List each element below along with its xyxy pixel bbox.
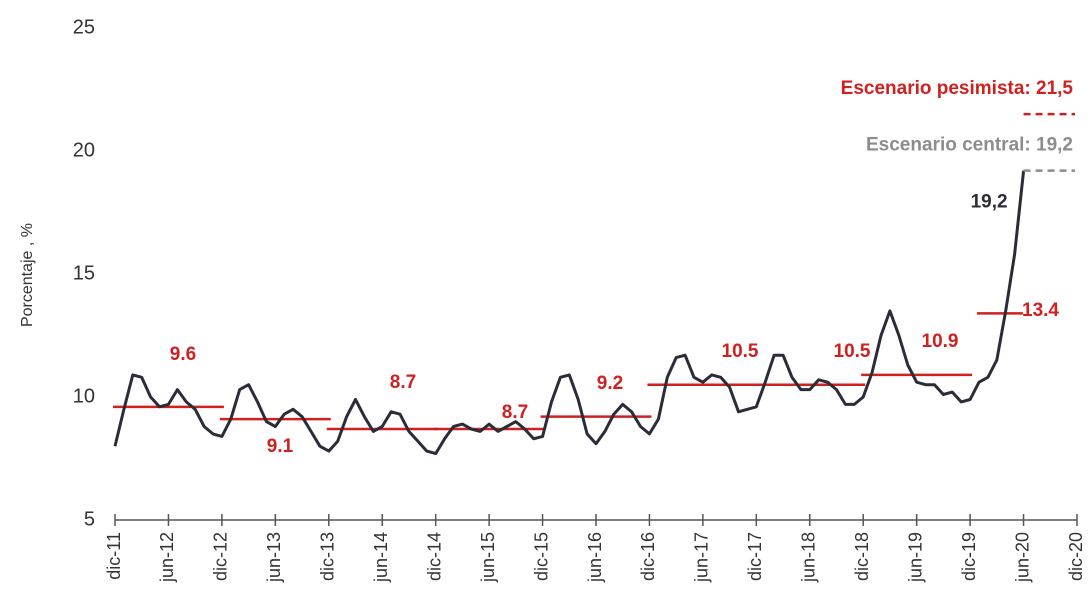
x-tick-label: jun-12 <box>157 532 177 583</box>
average-label: 9.1 <box>267 436 294 457</box>
average-label: 9.6 <box>170 344 196 365</box>
x-tick-label: dic-19 <box>959 532 979 581</box>
x-tick-label: jun-20 <box>1012 532 1032 583</box>
series-line <box>113 170 1026 456</box>
end-label: 19,2 <box>971 192 1008 213</box>
x-tick-label: dic-17 <box>745 532 765 581</box>
y-tick-label: 10 <box>73 385 95 407</box>
x-tick-label: dic-11 <box>104 532 124 580</box>
x-tick-label: jun-16 <box>585 532 605 583</box>
y-tick-label: 15 <box>73 262 95 284</box>
scenario-label: Escenario pesimista: 21,5 <box>841 78 1074 99</box>
x-tick-label: dic-18 <box>852 532 872 581</box>
x-tick-label: dic-12 <box>211 532 231 581</box>
average-label: 8.7 <box>390 372 416 393</box>
x-tick-label: dic-16 <box>638 532 658 581</box>
average-label: 10.9 <box>922 331 959 352</box>
average-label: 10.5 <box>834 341 871 362</box>
x-tick-label: jun-17 <box>692 532 712 583</box>
y-tick-label: 20 <box>73 139 95 161</box>
average-label: 13.4 <box>1022 300 1059 321</box>
y-axis-label: Porcentaje , % <box>19 223 36 327</box>
x-tick-label: jun-18 <box>799 532 819 583</box>
x-tick-label: jun-19 <box>905 532 925 583</box>
average-label: 8.7 <box>502 402 528 423</box>
x-tick-label: jun-13 <box>264 532 284 583</box>
x-tick-label: dic-14 <box>424 532 444 581</box>
x-tick-label: jun-15 <box>478 532 498 583</box>
y-tick-label: 25 <box>73 16 95 38</box>
x-tick-label: jun-14 <box>371 532 391 583</box>
x-tick-label: dic-15 <box>531 532 551 581</box>
x-tick-label: dic-13 <box>318 532 338 581</box>
x-tick-label: dic-20 <box>1066 532 1086 581</box>
average-label: 10.5 <box>722 341 759 362</box>
y-tick-label: 5 <box>84 508 95 530</box>
average-label: 9.2 <box>597 373 623 394</box>
scenario-label: Escenario central: 19,2 <box>866 135 1073 156</box>
